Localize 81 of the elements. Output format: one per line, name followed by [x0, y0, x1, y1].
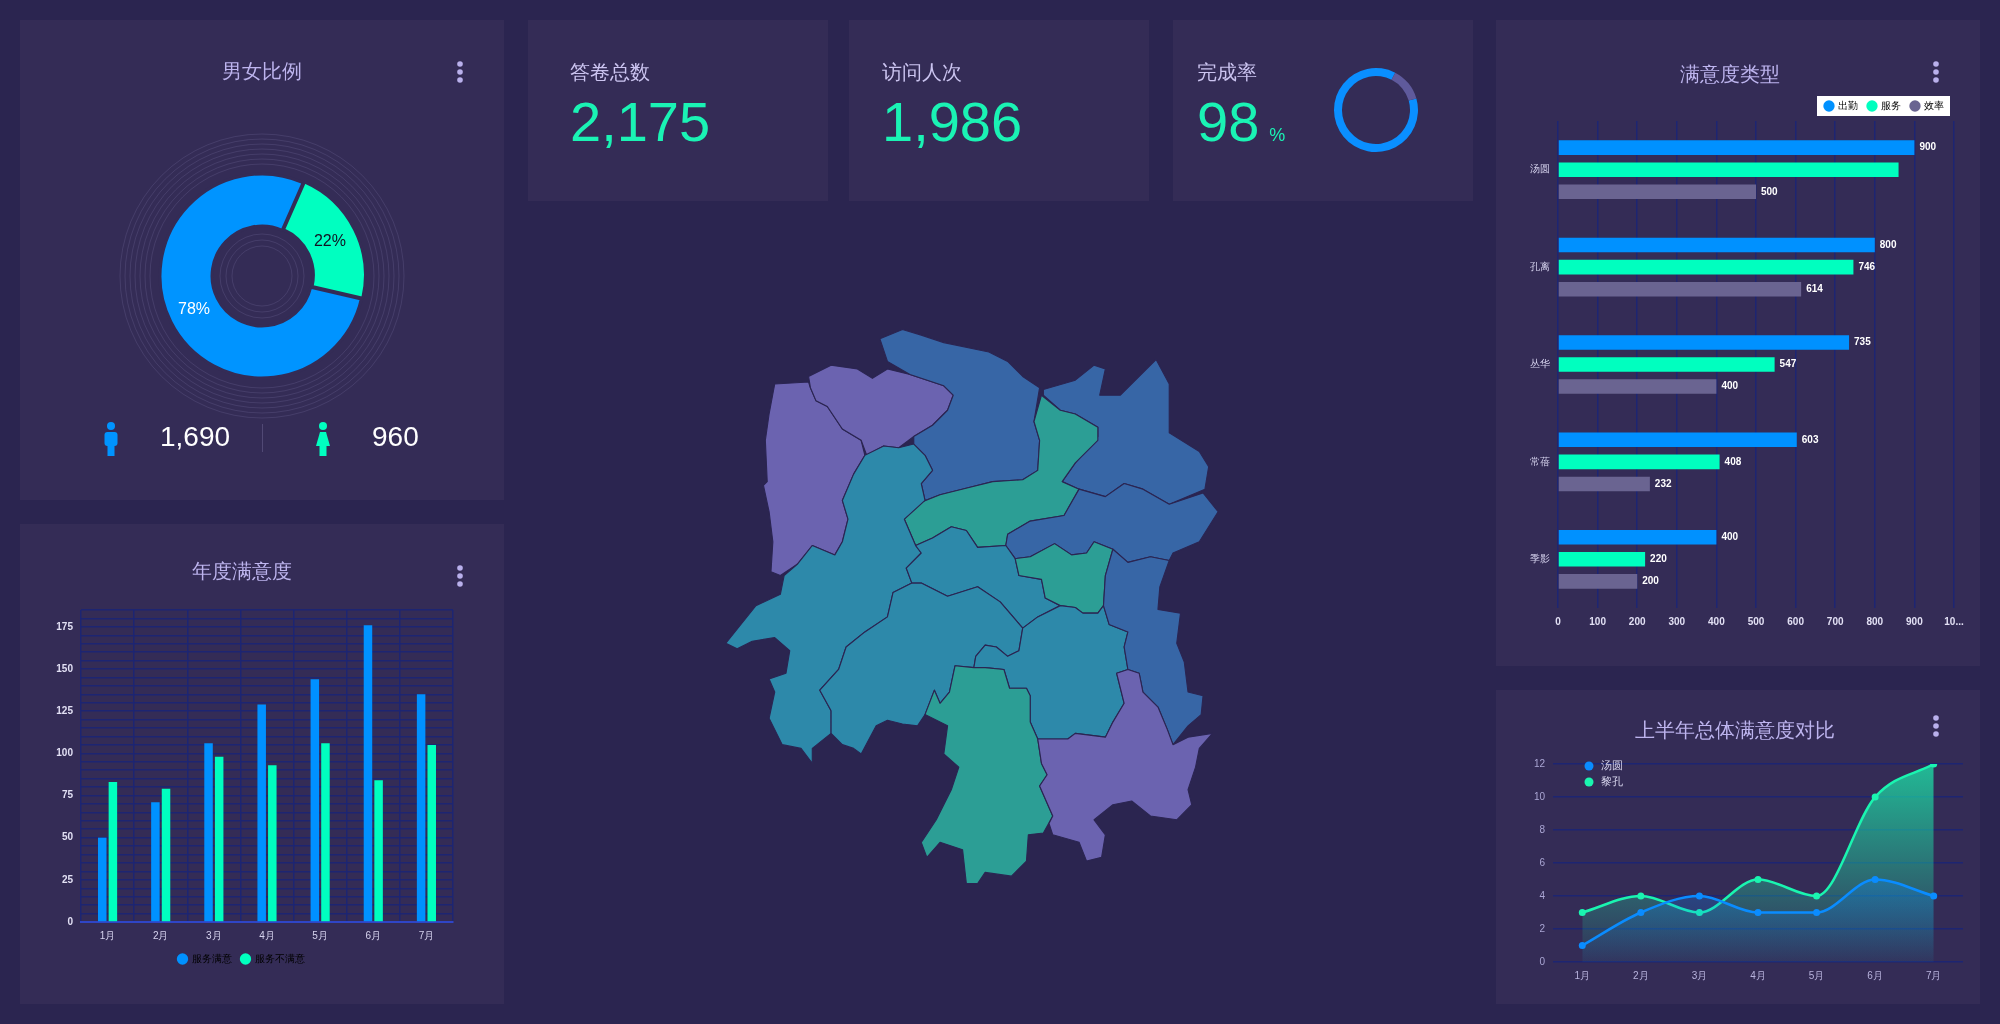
- x-tick-label: 600: [1787, 615, 1805, 627]
- y-tick-label: 100: [56, 747, 74, 759]
- x-tick-label: 200: [1628, 615, 1646, 627]
- data-label: 232: [1654, 477, 1672, 489]
- y-tick-label: 季影: [1530, 553, 1550, 565]
- x-tick-label: 800: [1866, 615, 1884, 627]
- y-tick-label: 孔离: [1530, 260, 1550, 272]
- x-tick-label: 3月: [206, 929, 222, 941]
- x-tick-label: 400: [1708, 615, 1726, 627]
- y-tick-label: 0: [1539, 955, 1546, 967]
- legend-label: 服务: [1881, 99, 1901, 111]
- x-tick-label: 4月: [259, 929, 275, 941]
- data-label: 800: [1879, 238, 1897, 250]
- legend-label: 汤圆: [1601, 759, 1623, 772]
- legend-label: 出勤: [1838, 99, 1858, 111]
- x-tick-label: 4月: [1750, 969, 1766, 981]
- data-label: 603: [1801, 433, 1819, 445]
- text: 2,175: [570, 90, 711, 153]
- data-label: 78%: [178, 300, 211, 318]
- legend-label: 服务满意: [191, 952, 232, 964]
- x-tick-label: 5月: [1808, 969, 1825, 981]
- text: 98: [1197, 90, 1260, 153]
- x-tick-label: 1月: [1574, 969, 1591, 981]
- text: 1,986: [882, 90, 1023, 153]
- text: 1,690: [160, 420, 231, 452]
- y-tick-label: 常蓓: [1530, 455, 1550, 467]
- x-tick-label: 700: [1826, 615, 1844, 627]
- data-label: 500: [1761, 185, 1779, 197]
- x-tick-label: 6月: [1867, 969, 1883, 981]
- y-tick-label: 150: [56, 662, 74, 674]
- data-label: 22%: [313, 232, 346, 250]
- data-label: 614: [1806, 282, 1824, 294]
- data-label: 408: [1724, 455, 1742, 467]
- y-tick-label: 75: [61, 789, 74, 801]
- y-tick-label: 50: [61, 831, 74, 843]
- x-tick-label: 100: [1589, 615, 1607, 627]
- data-label: 735: [1854, 336, 1872, 348]
- x-tick-label: 6月: [365, 929, 382, 941]
- y-tick-label: 125: [56, 704, 74, 716]
- chart-title: 上半年总体满意度对比: [1634, 718, 1835, 741]
- x-tick-label: 300: [1668, 615, 1686, 627]
- y-tick-label: 6: [1539, 856, 1546, 868]
- data-label: 220: [1650, 553, 1668, 565]
- y-tick-label: 25: [61, 873, 74, 885]
- y-tick-label: 8: [1539, 823, 1546, 835]
- text: 960: [372, 420, 419, 452]
- y-tick-label: 4: [1539, 889, 1546, 901]
- y-tick-label: 汤圆: [1530, 163, 1550, 175]
- text: 访问人次: [882, 60, 962, 84]
- chart-title: 满意度类型: [1680, 62, 1780, 85]
- x-tick-label: 0: [1555, 615, 1562, 627]
- x-tick-label: 1月: [99, 929, 116, 941]
- data-label: 547: [1779, 358, 1797, 370]
- x-tick-label: 500: [1747, 615, 1765, 627]
- y-tick-label: 175: [56, 620, 74, 632]
- chart-title: 男女比例: [222, 59, 302, 82]
- chart-title: 完成率: [1197, 60, 1257, 84]
- y-tick-label: 2: [1539, 922, 1546, 934]
- x-tick-label: 7月: [1925, 969, 1942, 981]
- legend-label: 服务不满意: [254, 952, 305, 964]
- legend-label: 黎孔: [1601, 775, 1623, 788]
- text: %: [1269, 125, 1286, 145]
- data-label: 900: [1919, 141, 1937, 153]
- x-tick-label: 7月: [418, 929, 435, 941]
- data-label: 200: [1642, 575, 1660, 587]
- x-tick-label: 3月: [1691, 969, 1708, 981]
- text: 答卷总数: [570, 60, 650, 84]
- x-tick-label: 2月: [152, 929, 169, 941]
- y-tick-label: 10: [1533, 790, 1546, 802]
- data-label: 746: [1858, 260, 1876, 272]
- legend-label: 效率: [1924, 99, 1944, 111]
- chart-title: 年度满意度: [191, 559, 292, 582]
- y-tick-label: 12: [1533, 757, 1546, 769]
- x-tick-label: 10...: [1944, 615, 1964, 627]
- x-tick-label: 900: [1906, 615, 1924, 627]
- data-label: 400: [1721, 380, 1739, 392]
- data-label: 400: [1721, 530, 1739, 542]
- y-tick-label: 0: [67, 915, 74, 927]
- y-tick-label: 丛华: [1530, 358, 1550, 370]
- x-tick-label: 2月: [1633, 969, 1649, 981]
- x-tick-label: 5月: [312, 929, 328, 941]
